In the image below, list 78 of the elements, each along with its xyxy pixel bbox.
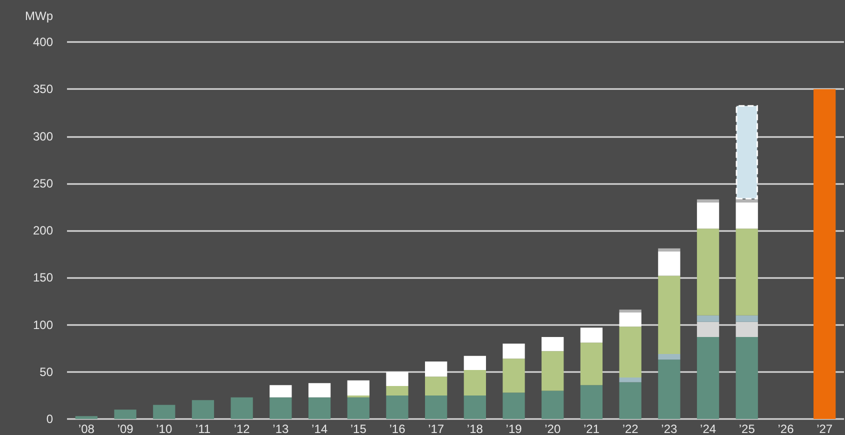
x-tick-label: ’24 [700, 422, 716, 435]
bar [308, 383, 331, 398]
y-tick-label: 150 [32, 270, 54, 285]
bar [270, 397, 292, 419]
y-tick-label: 400 [32, 35, 54, 49]
bar [696, 337, 720, 419]
bar [308, 397, 331, 419]
bar [502, 392, 525, 419]
x-tick-label: ’13 [272, 422, 290, 435]
y-tick-label: 100 [32, 318, 54, 332]
bar [502, 358, 525, 393]
bar [619, 382, 642, 419]
bar [502, 344, 525, 359]
bar [464, 395, 486, 419]
x-tick-label: ’17 [428, 422, 444, 435]
bar [696, 315, 720, 322]
bar [270, 385, 292, 398]
bar [736, 315, 758, 322]
y-tick-label: 200 [32, 224, 54, 238]
x-tick-label: ’23 [661, 422, 678, 435]
x-tick-label: ’12 [234, 422, 250, 435]
x-tick-label: ’21 [583, 422, 600, 435]
bar [658, 360, 680, 419]
bar [464, 356, 486, 370]
bar [619, 326, 642, 378]
x-tick-label: ’18 [466, 422, 484, 435]
y-tick-label: 350 [32, 82, 54, 96]
y-tick-label: 300 [32, 129, 54, 144]
bar [425, 362, 448, 377]
bar [658, 276, 680, 354]
y-tick-label: 50 [40, 364, 54, 379]
x-tick-label: ’08 [78, 422, 95, 435]
bar [736, 202, 758, 229]
bar [814, 89, 836, 419]
y-tick-label: 0 [46, 412, 54, 426]
x-tick-label: ’16 [389, 422, 406, 435]
bar [464, 370, 486, 396]
x-tick-label: ’14 [312, 422, 328, 435]
bar [75, 416, 98, 419]
bar [736, 228, 758, 316]
bar [386, 386, 408, 396]
x-tick-label: ’09 [117, 422, 134, 435]
bar [347, 380, 370, 396]
bar [580, 385, 603, 419]
x-tick-label: ’26 [778, 422, 794, 435]
y-axis-title: MWp [25, 9, 54, 23]
bar [386, 372, 408, 386]
bar [542, 390, 564, 419]
x-tick-label: ’11 [195, 422, 211, 435]
bar [347, 397, 370, 419]
bar [425, 395, 448, 419]
x-tick-label: ’15 [350, 422, 367, 435]
bar [619, 310, 642, 312]
bar [542, 337, 564, 352]
x-tick-label: ’20 [544, 422, 561, 435]
x-tick-label: ’19 [506, 422, 522, 435]
x-tick-label: ’27 [816, 422, 833, 435]
bar [658, 251, 680, 276]
bar [425, 376, 448, 396]
bar [658, 354, 680, 360]
x-tick-label: ’22 [622, 422, 639, 435]
x-tick-label: ’10 [156, 422, 172, 435]
x-tick-label: ’25 [738, 422, 756, 435]
bar [542, 351, 564, 391]
bar [736, 105, 758, 200]
bar [736, 337, 758, 419]
bar [696, 202, 720, 229]
bar [580, 328, 603, 343]
bar [114, 410, 136, 419]
bar [230, 397, 253, 419]
bar [619, 378, 642, 382]
bar [696, 228, 720, 316]
bar [192, 400, 214, 419]
y-tick-label: 250 [32, 176, 54, 190]
bar [580, 342, 603, 386]
bar [386, 395, 408, 419]
bar [153, 404, 176, 419]
bar [619, 312, 642, 327]
